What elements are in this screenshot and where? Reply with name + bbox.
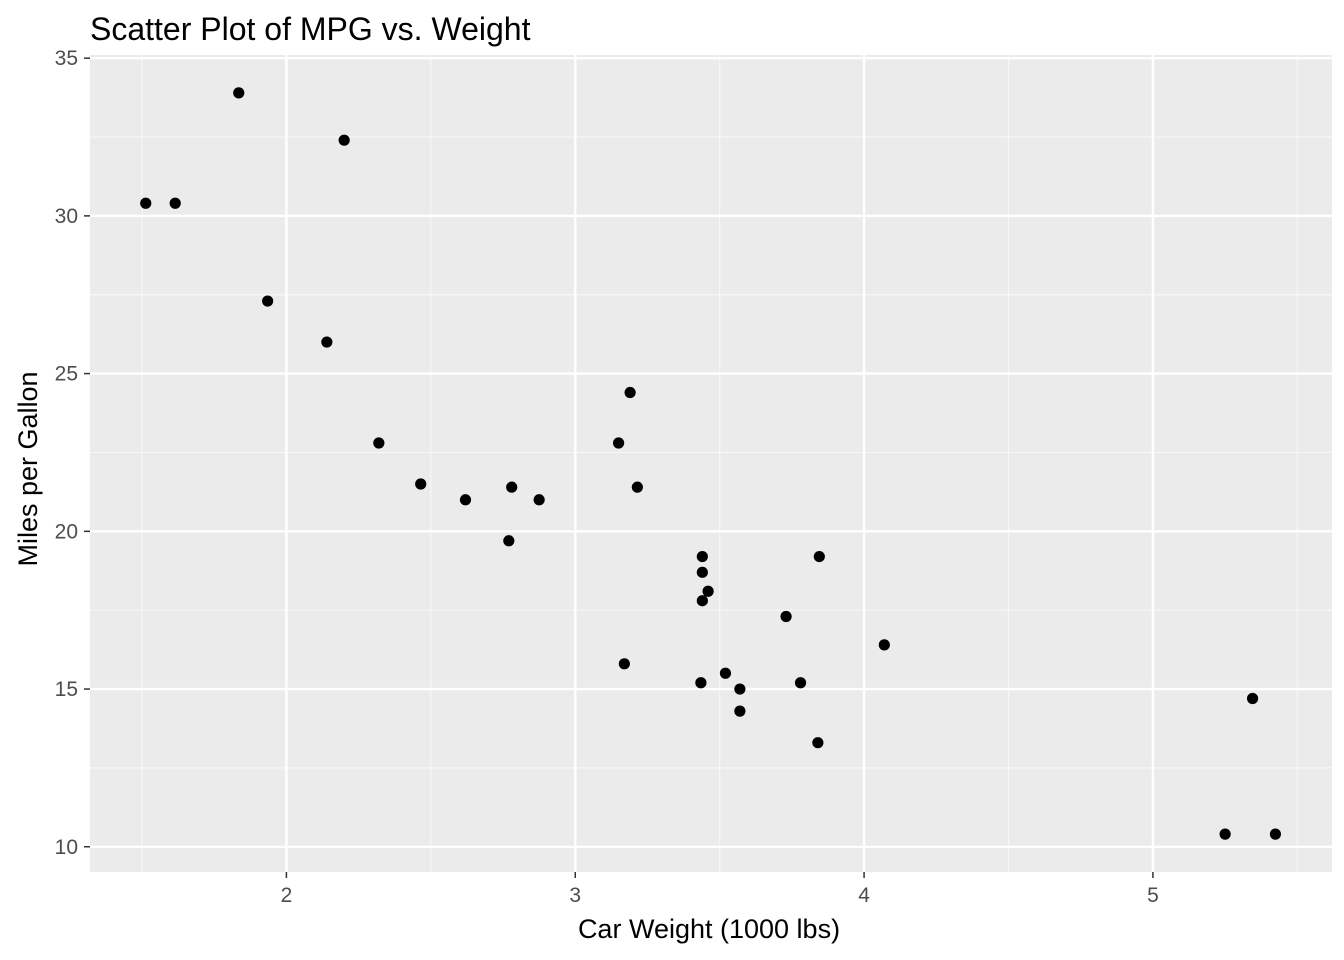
data-point bbox=[624, 386, 636, 399]
data-point bbox=[1219, 828, 1231, 840]
y-tick-label: 10 bbox=[55, 836, 78, 859]
x-tick-label: 2 bbox=[281, 884, 293, 907]
data-point bbox=[812, 737, 824, 749]
data-point bbox=[1246, 692, 1259, 705]
data-point bbox=[169, 197, 181, 209]
data-point bbox=[794, 677, 807, 689]
data-point bbox=[618, 658, 630, 670]
data-point bbox=[702, 585, 714, 597]
data-point bbox=[734, 705, 746, 717]
data-point bbox=[734, 683, 746, 695]
y-tick-label: 25 bbox=[55, 363, 78, 386]
data-point bbox=[415, 478, 427, 490]
y-axis-label: Miles per Gallon bbox=[13, 371, 43, 566]
y-tick-label: 20 bbox=[55, 520, 78, 543]
y-tick-label: 30 bbox=[55, 205, 78, 228]
data-point bbox=[695, 677, 707, 689]
y-axis-ticks: 10 15 20 25 30 35 bbox=[55, 47, 90, 859]
data-points bbox=[140, 87, 1281, 840]
minor-gridlines bbox=[90, 55, 1332, 872]
x-tick-label: 4 bbox=[858, 884, 870, 907]
data-point bbox=[338, 134, 350, 146]
x-tick-label: 3 bbox=[569, 884, 581, 907]
plot-panel bbox=[90, 55, 1332, 872]
chart-title: Scatter Plot of MPG vs. Weight bbox=[90, 11, 531, 47]
data-point bbox=[262, 295, 274, 307]
data-point bbox=[696, 550, 708, 563]
data-point bbox=[503, 535, 515, 547]
y-tick-label: 35 bbox=[55, 47, 78, 70]
data-point bbox=[631, 481, 643, 493]
data-point bbox=[1269, 828, 1281, 840]
y-tick-label: 15 bbox=[55, 678, 78, 701]
data-point bbox=[506, 481, 518, 493]
data-point bbox=[533, 494, 545, 506]
data-point bbox=[878, 639, 890, 651]
data-point bbox=[612, 437, 625, 449]
data-point bbox=[373, 437, 385, 449]
major-gridlines bbox=[90, 55, 1332, 872]
x-axis-label: Car Weight (1000 lbs) bbox=[578, 914, 840, 944]
data-point bbox=[459, 494, 472, 506]
data-point bbox=[321, 336, 333, 348]
data-point bbox=[140, 197, 152, 209]
data-point bbox=[696, 595, 708, 607]
data-point bbox=[719, 667, 732, 679]
data-point bbox=[233, 87, 245, 99]
x-tick-label: 5 bbox=[1147, 884, 1159, 907]
data-point bbox=[696, 566, 708, 578]
data-point bbox=[780, 610, 792, 623]
data-point bbox=[813, 550, 825, 563]
x-axis-ticks: 2 3 4 5 bbox=[281, 872, 1159, 907]
